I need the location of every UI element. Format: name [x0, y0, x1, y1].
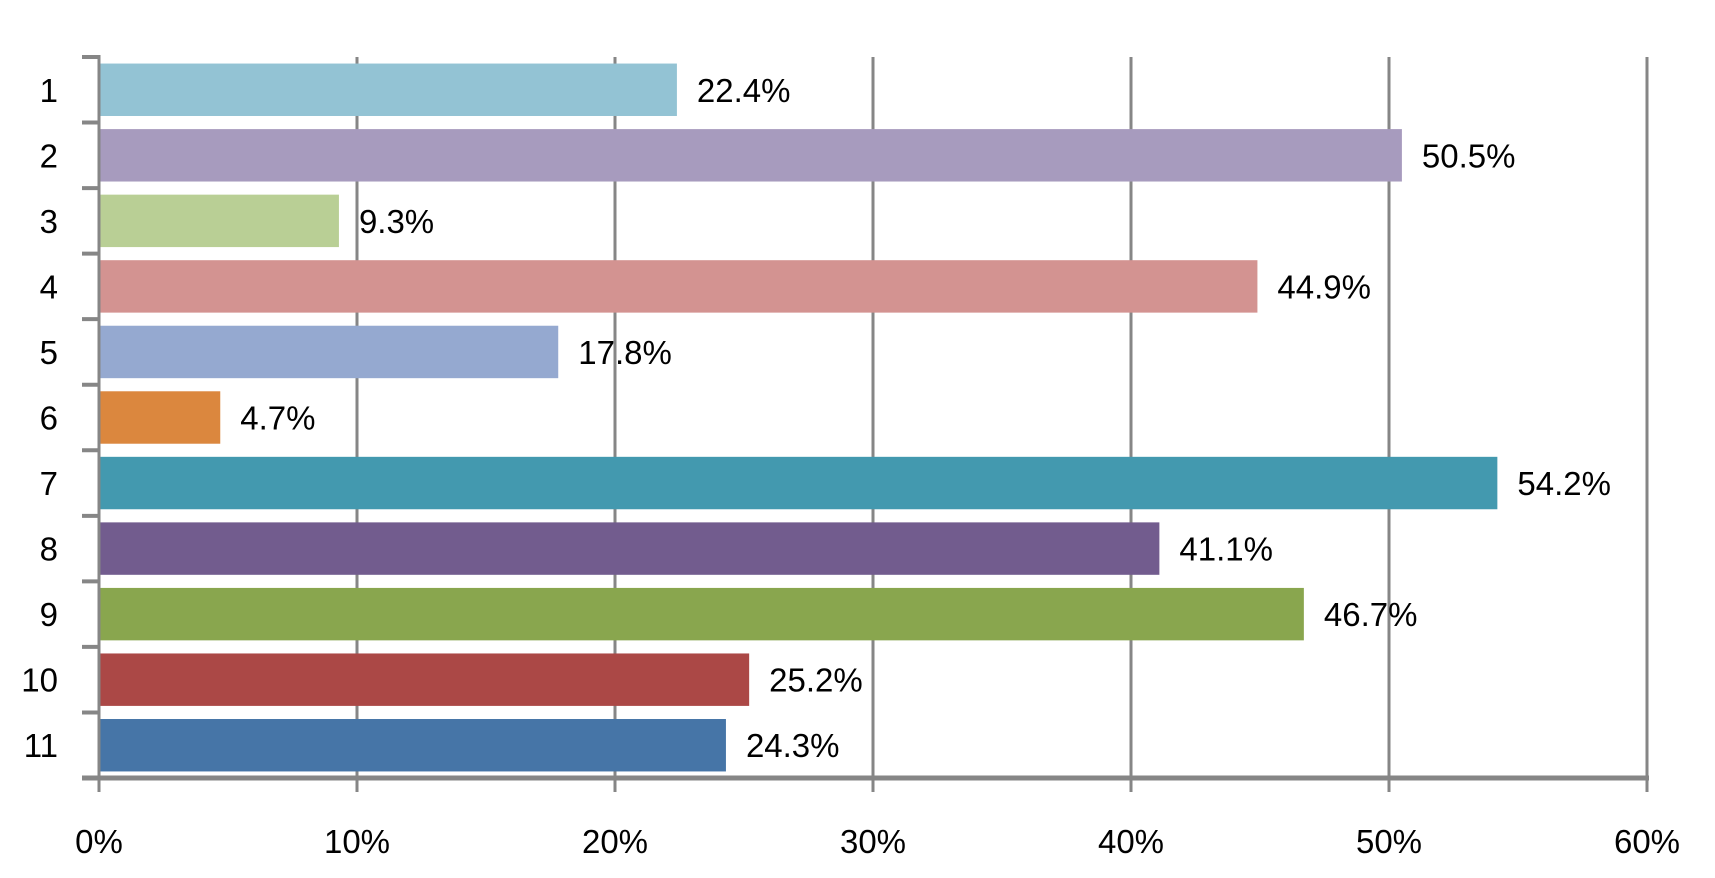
- data-label: 54.2%: [1517, 465, 1611, 502]
- bar-2: [100, 129, 1402, 182]
- bar-3: [100, 194, 339, 248]
- bar-5: [100, 325, 559, 379]
- data-label: 44.9%: [1277, 268, 1371, 305]
- x-tick-label: 40%: [1098, 823, 1164, 860]
- category-label: 4: [40, 268, 58, 305]
- labels: 0% 10% 20% 30% 40% 50% 60%22.4%150.5%29.3%344.…: [21, 72, 1680, 860]
- category-label: 11: [24, 727, 58, 764]
- x-tick-label: 10%: [324, 823, 390, 860]
- data-label: 25.2%: [769, 662, 863, 699]
- bar-11: [100, 719, 726, 772]
- bar-8: [100, 522, 1160, 575]
- category-label: 10: [21, 662, 58, 699]
- data-label: 22.4%: [697, 72, 791, 109]
- axes: [82, 55, 1649, 792]
- bar-9: [100, 587, 1304, 641]
- bar-10: [100, 653, 750, 706]
- category-label: 7: [40, 465, 58, 502]
- data-label: 46.7%: [1324, 596, 1418, 633]
- data-label: 17.8%: [578, 334, 672, 371]
- x-tick-label: 0%: [75, 823, 123, 860]
- data-label: 4.7%: [240, 400, 315, 437]
- category-label: 5: [40, 334, 58, 371]
- category-label: 3: [40, 203, 58, 240]
- data-label: 41.1%: [1179, 531, 1273, 568]
- category-label: 2: [40, 137, 58, 174]
- bar-6: [100, 391, 221, 444]
- bar-1: [100, 63, 677, 116]
- data-label: 9.3%: [359, 203, 434, 240]
- category-label: 8: [40, 531, 58, 568]
- category-label: 9: [40, 596, 58, 633]
- bar-7: [100, 456, 1498, 510]
- data-label: 50.5%: [1422, 137, 1516, 174]
- data-label: 24.3%: [746, 727, 840, 764]
- x-tick-label: 30%: [840, 823, 906, 860]
- bar-4: [100, 260, 1258, 313]
- x-tick-label: 20%: [582, 823, 648, 860]
- x-tick-label: 60%: [1614, 823, 1680, 860]
- category-label: 6: [40, 400, 58, 437]
- x-tick-label: 50%: [1356, 823, 1422, 860]
- category-label: 1: [40, 72, 58, 109]
- bars: [100, 63, 1498, 772]
